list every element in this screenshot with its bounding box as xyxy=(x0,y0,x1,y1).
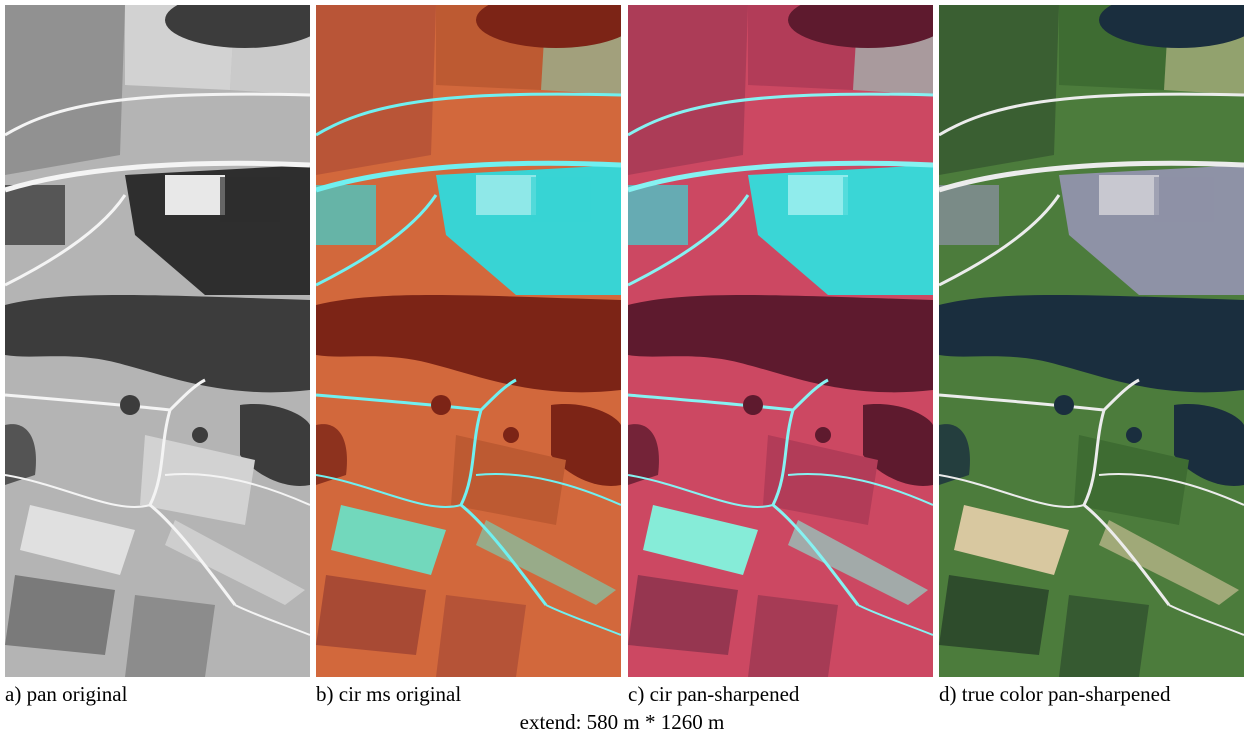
caption: b) cir ms original xyxy=(316,682,461,707)
page: a) pan original b) cir ms original c) ci… xyxy=(0,0,1244,740)
footer: extend: 580 m * 1260 m xyxy=(0,710,1244,735)
image-panel xyxy=(316,5,621,677)
image-panel xyxy=(939,5,1244,677)
caption: c) cir pan-sharpened xyxy=(628,682,799,707)
caption: a) pan original xyxy=(5,682,127,707)
image-panel xyxy=(5,5,310,677)
image-panel xyxy=(628,5,933,677)
caption: d) true color pan-sharpened xyxy=(939,682,1170,707)
